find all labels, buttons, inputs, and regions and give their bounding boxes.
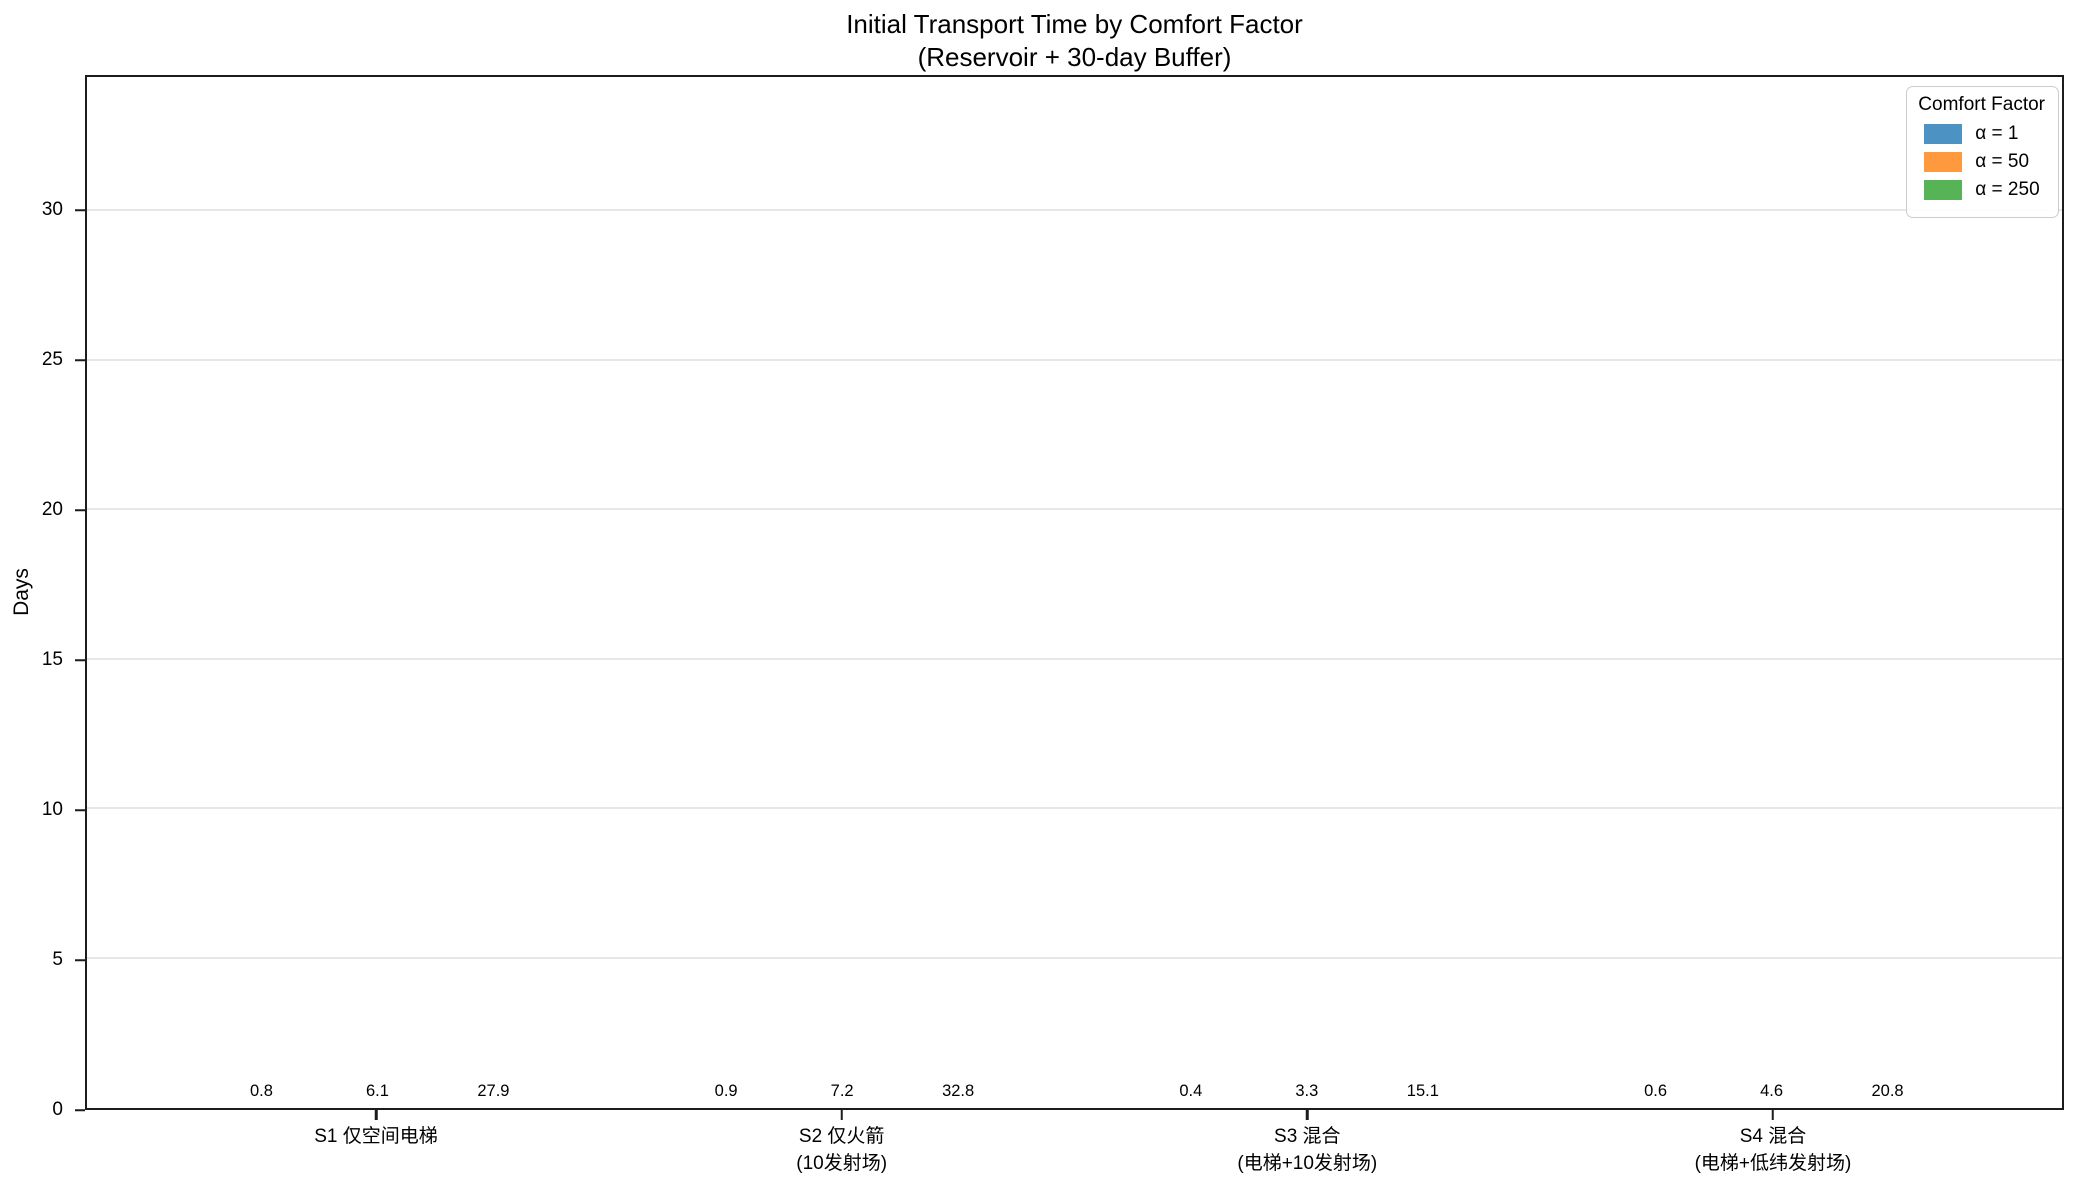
bar-value-label: 0.4 <box>1179 1082 1203 1100</box>
y-tick-mark-25 <box>75 358 85 362</box>
y-tick-label-15: 15 <box>41 649 63 670</box>
gridline-y-25 <box>87 358 2062 361</box>
gridline-y-15 <box>87 657 2062 660</box>
bar-value-label: 20.8 <box>1871 1082 1904 1100</box>
legend-swatch-icon <box>1924 152 1963 172</box>
legend: Comfort Factor α = 1 α = 50 α = 250 <box>1906 86 2059 218</box>
bar-value-label: 7.2 <box>830 1082 854 1100</box>
x-tick-label-2: S2 仅火箭 (10发射场) <box>796 1126 888 1174</box>
y-tick-label-5: 5 <box>52 949 63 970</box>
y-tick-mark-20 <box>75 508 85 512</box>
x-tick-label-4: S4 混合 (电梯+低纬发射场) <box>1694 1126 1852 1174</box>
chart-title-line2: (Reservoir + 30-day Buffer) <box>917 42 1232 72</box>
legend-label: α = 1 <box>1975 123 2019 144</box>
legend-item-1: α = 1 <box>1918 123 2045 145</box>
x-tick-mark-4 <box>1771 1110 1775 1120</box>
y-tick-label-0: 0 <box>52 1099 63 1120</box>
legend-swatch-icon <box>1924 180 1963 200</box>
x-tick-label-1: S1 仅空间电梯 <box>314 1126 438 1147</box>
y-tick-mark-15 <box>75 658 85 662</box>
x-axis: S1 仅空间电梯 S2 仅火箭 (10发射场) S3 混合 (电梯+10发射场) S4… <box>85 1110 2064 1181</box>
y-axis: 0 5 10 15 20 25 30 <box>0 75 85 1120</box>
legend-item-2: α = 50 <box>1918 151 2045 173</box>
gridline-y-5 <box>87 956 2062 959</box>
y-tick-label-25: 25 <box>41 349 63 370</box>
y-tick-mark-0 <box>75 1108 85 1112</box>
legend-title: Comfort Factor <box>1918 94 2045 115</box>
legend-label: α = 250 <box>1975 179 2040 200</box>
gridline-y-20 <box>87 508 2062 511</box>
plot-area: 0.8 6.1 27.9 0.9 7.2 32.8 0.4 3.3 15.1 0.6 4.6 20.8 <box>85 75 2064 1110</box>
x-tick-mark-2 <box>840 1110 843 1120</box>
y-tick-mark-30 <box>75 208 85 212</box>
chart-title-line1: Initial Transport Time by Comfort Factor <box>846 9 1303 39</box>
x-tick-mark-3 <box>1306 1110 1309 1120</box>
y-tick-mark-5 <box>75 958 85 962</box>
legend-swatch-icon <box>1924 124 1963 144</box>
bar-value-label: 32.8 <box>942 1082 975 1100</box>
bar-value-label: 3.3 <box>1295 1082 1319 1100</box>
gridline-y-10 <box>87 807 2062 810</box>
x-tick-mark-1 <box>374 1110 378 1120</box>
bar-value-label: 27.9 <box>477 1082 510 1100</box>
y-tick-label-10: 10 <box>41 799 63 820</box>
bar-value-label: 0.6 <box>1644 1082 1668 1100</box>
bar-value-label: 15.1 <box>1406 1082 1439 1100</box>
bar-value-label: 0.8 <box>249 1082 273 1100</box>
chart-title: Initial Transport Time by Comfort Factor… <box>85 8 2064 74</box>
y-tick-mark-10 <box>75 808 85 812</box>
y-tick-label-20: 20 <box>41 499 63 520</box>
bar-value-label: 4.6 <box>1760 1082 1784 1100</box>
legend-items: α = 1 α = 50 α = 250 <box>1918 123 2045 201</box>
legend-label: α = 50 <box>1975 151 2030 172</box>
bar-value-label: 6.1 <box>365 1082 389 1100</box>
gridline-y-30 <box>87 209 2062 212</box>
x-tick-label-3: S3 混合 (电梯+10发射场) <box>1237 1126 1378 1174</box>
legend-item-3: α = 250 <box>1918 179 2045 201</box>
y-tick-label-30: 30 <box>41 199 63 220</box>
bar-value-label: 0.9 <box>714 1082 738 1100</box>
